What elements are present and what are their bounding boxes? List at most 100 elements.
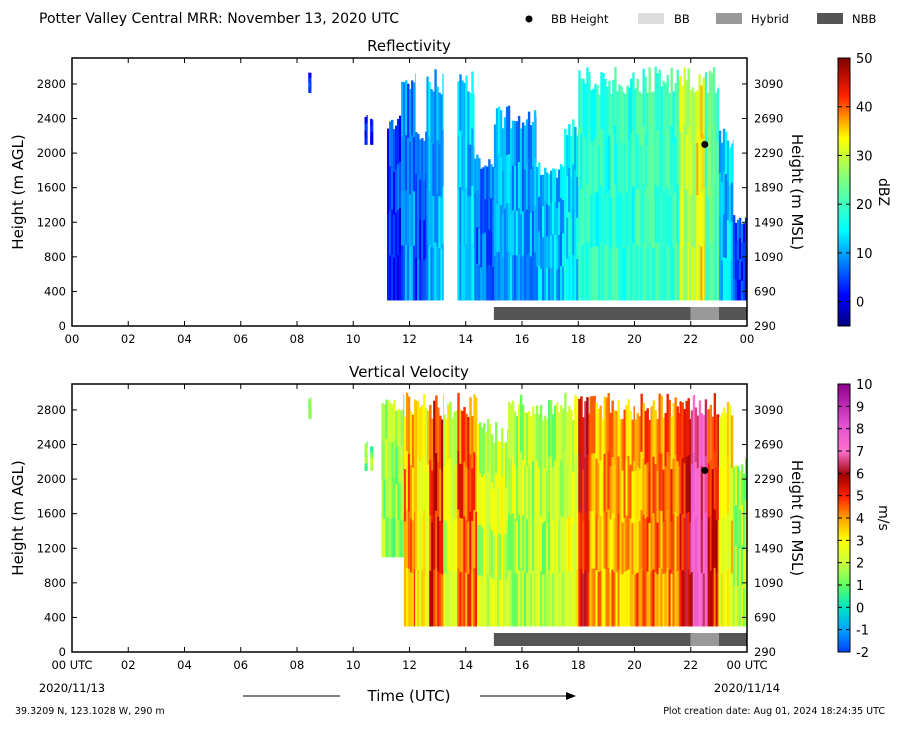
bb-class-bar-nbb (719, 307, 747, 320)
colorbar-tick-label: 50 (856, 52, 873, 67)
y-tick-label: 800 (44, 576, 66, 590)
echo-cell (367, 115, 368, 123)
colorbar-tick-label: 4 (856, 512, 864, 527)
legend-bb-height-marker (526, 16, 533, 23)
echo-segment (477, 419, 508, 627)
x-tick-label: 22 (683, 332, 698, 346)
echo-segment (494, 106, 537, 301)
x-axis-label: Time (UTC) (367, 687, 451, 705)
echo-cell (310, 83, 311, 88)
echo-segment (708, 393, 720, 626)
y-tick-label: 2000 (37, 472, 66, 486)
colorbar-tick-label: -2 (856, 646, 869, 661)
reflectivity-colorbar (838, 58, 850, 326)
y-tick-label-right: 2290 (754, 472, 783, 486)
y-tick-label: 0 (59, 645, 66, 659)
y-tick-label-right: 290 (754, 319, 776, 333)
echo-segment (474, 155, 494, 301)
legend-bb-label: BB (674, 12, 690, 26)
colorbar-tick-label: 8 (856, 423, 864, 438)
echo-segment (457, 71, 474, 300)
echo-cell (536, 117, 537, 163)
colorbar-tick-label: 20 (856, 198, 873, 213)
x-tick-label: 08 (290, 332, 305, 346)
colorbar-tick-label: 9 (856, 400, 864, 415)
bb-class-bar-hybrid (691, 307, 719, 320)
y-tick-label-right: 1490 (754, 215, 783, 229)
echo-segment (564, 393, 578, 627)
x-tick-label: 06 (233, 332, 248, 346)
echo-segment (443, 402, 457, 627)
colorbar-tick-label: 40 (856, 101, 873, 116)
bb-height-point (701, 141, 708, 148)
echo-cell (310, 88, 311, 93)
echo-segment (387, 116, 401, 301)
x-tick-label: 16 (515, 658, 530, 672)
velocity-title: Vertical Velocity (349, 363, 469, 381)
x-tick-label: 04 (177, 332, 192, 346)
y-tick-label: 2400 (37, 112, 66, 126)
colorbar-tick-label: 0 (856, 601, 864, 616)
bb-class-bar-nbb (494, 307, 691, 320)
x-tick-label: 08 (290, 658, 305, 672)
x-tick-label: 00 UTC (726, 658, 767, 672)
echo-segment (733, 215, 747, 300)
x-tick-label: 10 (346, 332, 361, 346)
echo-cell (367, 448, 368, 456)
echo-cell (473, 94, 474, 146)
echo-segment (365, 441, 368, 471)
x-tick-label: 18 (571, 658, 586, 672)
colorbar-tick-label: 7 (856, 445, 864, 460)
echo-segment (457, 393, 477, 627)
colorbar-tick-label: 3 (856, 534, 864, 549)
y-tick-label-right: 2690 (754, 112, 783, 126)
legend-bb-height-label: BB Height (551, 12, 609, 26)
y-tick-label: 800 (44, 250, 66, 264)
y-tick-label: 2800 (37, 403, 66, 417)
x-tick-label: 02 (121, 332, 136, 346)
echo-cell (310, 402, 311, 408)
echo-cell (367, 441, 368, 449)
echo-cell (310, 73, 311, 78)
echo-segment (404, 393, 416, 627)
reflectivity-colorbar-label: dBZ (875, 178, 891, 206)
x-tick-label: 20 (627, 658, 642, 672)
echo-segment (429, 394, 443, 626)
y-tick-label-right: 690 (754, 610, 776, 624)
echo-segment (719, 402, 733, 627)
y-tick-label-right: 2690 (754, 438, 783, 452)
x-tick-label: 06 (233, 658, 248, 672)
echo-segment (508, 395, 565, 627)
velocity-colorbar-label: m/s (875, 505, 891, 531)
y-tick-label: 2400 (37, 438, 66, 452)
echo-segment (370, 446, 373, 471)
echo-segment (705, 67, 719, 300)
bb-class-bar-hybrid (691, 633, 719, 646)
echo-cell (442, 243, 443, 300)
reflectivity-plot-area (308, 67, 747, 320)
echo-cell (367, 130, 368, 138)
x-tick-label: 00 (65, 332, 80, 346)
echo-segment (370, 119, 373, 145)
y-tick-label-right: 3090 (754, 77, 783, 91)
echo-cell (310, 397, 311, 403)
start-date: 2020/11/13 (39, 681, 105, 695)
colorbar-tick-label: 2 (856, 557, 864, 572)
y-tick-label: 1600 (37, 507, 66, 521)
colorbar-tick-label: 10 (856, 247, 873, 262)
echo-cell (372, 126, 373, 133)
echo-cell (372, 464, 373, 471)
reflectivity-ylabel: Height (m AGL) (9, 134, 27, 249)
echo-cell (372, 138, 373, 145)
y-tick-label: 1200 (37, 541, 66, 555)
echo-segment (401, 73, 415, 300)
bb-class-bar-nbb (494, 633, 691, 646)
echo-segment (691, 395, 708, 626)
x-tick-label: 00 (740, 332, 755, 346)
echo-cell (372, 446, 373, 453)
echo-segment (426, 69, 443, 300)
echo-segment (415, 132, 427, 301)
x-tick-label: 16 (515, 332, 530, 346)
y-tick-label-right: 290 (754, 645, 776, 659)
